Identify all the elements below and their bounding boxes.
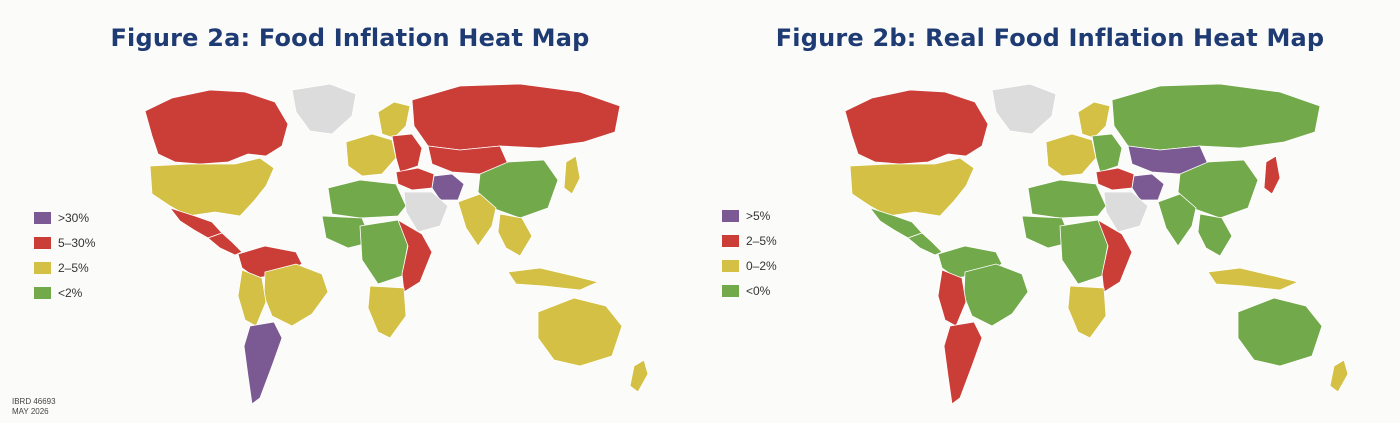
region-central-africa (1059, 219, 1109, 285)
figure-2a-panel: Figure 2a: Food Inflation Heat Map >30% … (12, 24, 649, 417)
region-west-africa (1021, 215, 1073, 249)
region-south-africa (367, 285, 407, 339)
region-new-zealand (1329, 359, 1349, 393)
region-india (1157, 193, 1197, 247)
region-middle-east (1095, 167, 1135, 191)
legend-item: 2–5% (722, 228, 777, 253)
region-iran (1131, 173, 1165, 201)
legend-swatch (34, 236, 51, 249)
region-india (457, 193, 497, 247)
figure-2b-title: Figure 2b: Real Food Inflation Heat Map (775, 24, 1325, 52)
region-south-africa (1067, 285, 1107, 339)
region-russia (1111, 83, 1321, 151)
region-canada (844, 89, 989, 165)
region-arabia (403, 191, 449, 233)
legend-swatch (722, 234, 739, 247)
region-middle-east (395, 167, 435, 191)
figure-2b-legend: >5% 2–5% 0–2% <0% (722, 203, 777, 303)
region-japan (1263, 155, 1281, 195)
region-australia (1237, 297, 1323, 367)
legend-item: >30% (34, 205, 95, 230)
region-europe-west (345, 133, 397, 177)
region-europe-west (1045, 133, 1097, 177)
region-south-america-west (937, 269, 967, 327)
region-japan (563, 155, 581, 195)
legend-label: <0% (746, 283, 771, 298)
region-indonesia (1207, 267, 1300, 291)
region-russia (411, 83, 621, 151)
region-iran (431, 173, 465, 201)
figure-2a-title: Figure 2a: Food Inflation Heat Map (110, 24, 590, 52)
region-scandinavia (377, 101, 411, 139)
figure-2a-legend: >30% 5–30% 2–5% <2% (34, 205, 95, 305)
figure-2b-panel: Figure 2b: Real Food Inflation Heat Map … (700, 0, 1400, 423)
region-australia (537, 297, 623, 367)
legend-label: >30% (58, 210, 90, 225)
region-indonesia (507, 267, 600, 291)
legend-item: <0% (722, 278, 777, 303)
legend-swatch (722, 284, 739, 297)
region-arabia (1103, 191, 1149, 233)
legend-item: 2–5% (34, 255, 95, 280)
legend-label: 0–2% (746, 258, 777, 273)
legend-swatch (34, 211, 51, 224)
region-brazil (263, 263, 329, 327)
legend-label: 2–5% (58, 260, 89, 275)
legend-label: >5% (746, 208, 771, 223)
region-scandinavia (1077, 101, 1111, 139)
region-north-africa (327, 179, 407, 219)
legend-swatch (34, 286, 51, 299)
footnote-date: MAY 2026 (12, 407, 49, 416)
legend-label: <2% (58, 285, 83, 300)
region-greenland (291, 83, 357, 135)
region-usa (849, 157, 975, 217)
region-europe-east (1091, 133, 1123, 173)
region-usa (149, 157, 275, 217)
region-new-zealand (629, 359, 649, 393)
region-southeast-asia (497, 213, 533, 257)
legend-item: 5–30% (34, 230, 95, 255)
region-south-america-west (237, 269, 267, 327)
legend-label: 2–5% (746, 233, 777, 248)
map-footnote: IBRD 46693 MAY 2026 (12, 397, 56, 417)
legend-swatch (722, 259, 739, 272)
region-central-africa (359, 219, 409, 285)
footnote-map-id: IBRD 46693 (12, 397, 56, 406)
region-central-america (207, 232, 243, 256)
legend-swatch (722, 209, 739, 222)
region-europe-east (391, 133, 423, 173)
region-brazil (963, 263, 1029, 327)
region-north-africa (1027, 179, 1107, 219)
region-east-africa (397, 219, 433, 293)
region-argentina (943, 321, 983, 405)
food-inflation-map (144, 83, 649, 405)
region-west-africa (321, 215, 373, 249)
legend-item: <2% (34, 280, 95, 305)
legend-label: 5–30% (58, 235, 96, 250)
region-southeast-asia (1197, 213, 1233, 257)
region-central-america (907, 232, 943, 256)
region-greenland (991, 83, 1057, 135)
real-food-inflation-map (844, 83, 1349, 405)
legend-swatch (34, 261, 51, 274)
legend-item: >5% (722, 203, 777, 228)
region-canada (144, 89, 289, 165)
region-east-africa (1097, 219, 1133, 293)
region-argentina (243, 321, 283, 405)
legend-item: 0–2% (722, 253, 777, 278)
